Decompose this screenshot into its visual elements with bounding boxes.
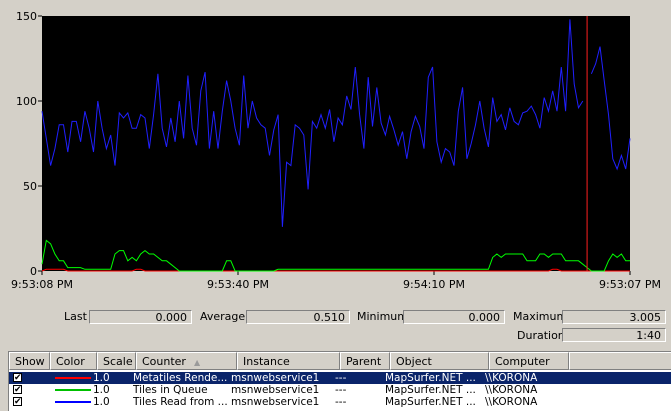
show-checkbox[interactable]: ✔ <box>13 397 22 407</box>
computer-cell: \\KORONA <box>485 372 538 384</box>
last-value: 0.000 <box>89 310 192 324</box>
column-header-show[interactable]: Show <box>9 352 50 370</box>
y-tick-label: 150 <box>16 10 37 23</box>
instance-cell: msnwebservice1 <box>231 372 320 384</box>
average-value: 0.510 <box>246 310 350 324</box>
last-label: Last <box>64 310 87 323</box>
computer-cell: \\KORONA <box>485 396 538 408</box>
object-cell: MapSurfer.NET ... <box>385 372 476 384</box>
x-tick-label: 9:54:10 PM <box>403 278 465 291</box>
instance-cell: msnwebservice1 <box>231 396 320 408</box>
counter-row[interactable]: ✔ 1.0 Tiles Read from ... msnwebservice1… <box>9 396 671 408</box>
counter-cell: Tiles in Queue <box>133 384 208 396</box>
y-tick-label: 50 <box>23 180 37 193</box>
x-tick-label: 9:53:07 PM <box>599 278 661 291</box>
column-header-color[interactable]: Color <box>50 352 97 370</box>
show-checkbox[interactable]: ✔ <box>13 373 22 383</box>
color-swatch <box>55 389 91 391</box>
column-header-instance[interactable]: Instance <box>237 352 340 370</box>
average-label: Average <box>200 310 246 323</box>
graph-plot-area <box>42 16 630 271</box>
scale-cell: 1.0 <box>93 372 110 384</box>
color-swatch <box>55 377 91 379</box>
column-header-object[interactable]: Object <box>390 352 489 370</box>
object-cell: MapSurfer.NET ... <box>385 384 476 396</box>
scale-cell: 1.0 <box>93 384 110 396</box>
series-line <box>41 239 630 272</box>
x-axis: 9:53:08 PM 9:53:40 PM 9:54:10 PM 9:53:07 PM <box>11 271 661 291</box>
counter-list[interactable]: Show Color Scale Counter ▲ Instance Paren… <box>8 351 671 411</box>
sort-ascending-icon: ▲ <box>193 358 201 367</box>
maximum-label: Maximum <box>513 310 568 323</box>
series-layer <box>41 19 631 272</box>
x-tick-label: 9:53:40 PM <box>207 278 269 291</box>
counter-list-header: Show Color Scale Counter ▲ Instance Paren… <box>9 352 671 370</box>
column-header-filler <box>569 352 671 370</box>
scale-cell: 1.0 <box>93 396 110 408</box>
x-tick-label: 9:53:08 PM <box>11 278 73 291</box>
counter-row[interactable]: ✔ 1.0 Tiles in Queue msnwebservice1 --- … <box>9 384 671 396</box>
instance-cell: msnwebservice1 <box>231 384 320 396</box>
counter-cell: Metatiles Rende... <box>133 372 228 384</box>
minimum-value: 0.000 <box>403 310 505 324</box>
y-tick-label: 100 <box>16 95 37 108</box>
show-checkbox[interactable]: ✔ <box>13 385 22 395</box>
y-tick-label: 0 <box>30 265 37 278</box>
counter-cell: Tiles Read from ... <box>133 396 228 408</box>
computer-cell: \\KORONA <box>485 384 538 396</box>
column-header-counter-label: Counter <box>142 355 186 368</box>
duration-value: 1:40 <box>562 328 666 342</box>
counter-row[interactable]: ✔ 1.0 Metatiles Rende... msnwebservice1 … <box>9 372 671 384</box>
y-axis: 0 50 100 150 <box>16 10 42 278</box>
column-header-computer[interactable]: Computer <box>489 352 569 370</box>
color-swatch <box>55 401 91 403</box>
column-header-counter[interactable]: Counter ▲ <box>136 352 237 370</box>
parent-cell: --- <box>335 372 347 384</box>
parent-cell: --- <box>335 396 347 408</box>
series-line <box>41 19 631 227</box>
parent-cell: --- <box>335 384 347 396</box>
series-line <box>41 268 630 272</box>
maximum-value: 3.005 <box>562 310 666 324</box>
duration-label: Duration <box>517 329 565 342</box>
column-header-parent[interactable]: Parent <box>340 352 390 370</box>
performance-graph: 0 50 100 150 9:53:08 PM 9:53:40 PM 9:54:10 PM… <box>11 10 661 291</box>
column-header-scale[interactable]: Scale <box>97 352 136 370</box>
object-cell: MapSurfer.NET ... <box>385 396 476 408</box>
minimum-label: Minimum <box>357 310 408 323</box>
